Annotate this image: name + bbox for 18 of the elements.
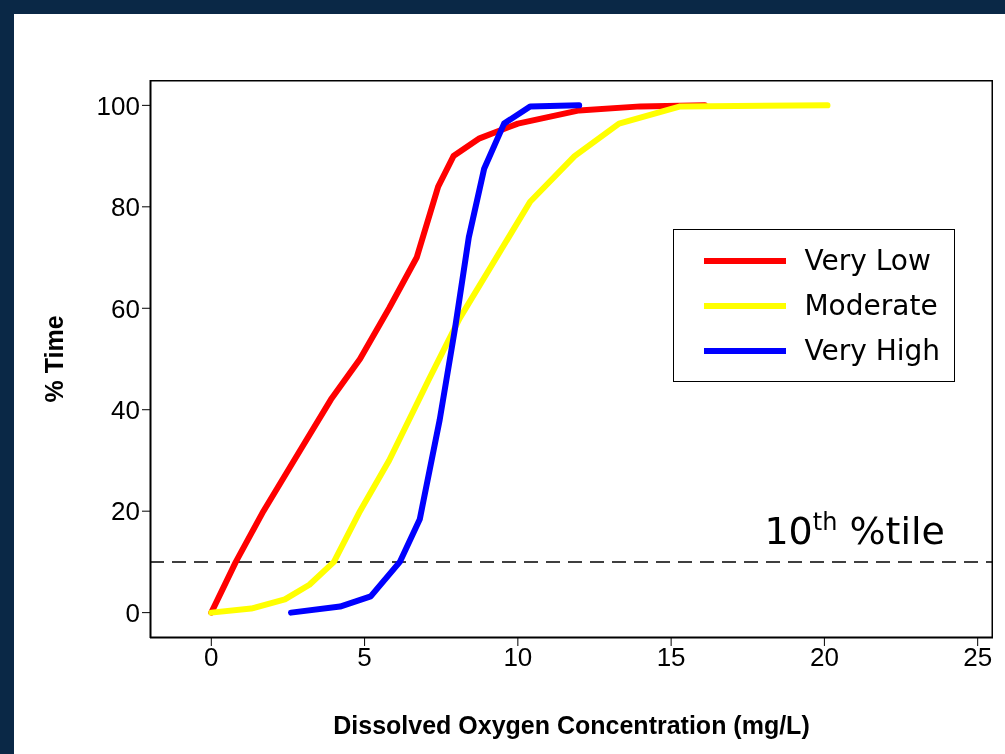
y-tick-label: 60 [111,293,140,324]
legend-label: Very High [804,334,940,367]
y-tick-label: 0 [125,597,140,628]
y-axis-title: % Time [39,315,68,403]
x-tick-label: 5 [357,642,372,673]
x-tick-label: 25 [963,642,993,673]
x-tick-label: 10 [503,642,533,673]
x-tick-label: 20 [809,642,839,673]
x-tick-label: 15 [656,642,686,673]
y-tick-label: 100 [96,90,140,121]
x-axis-title: Dissolved Oxygen Concentration (mg/L) [333,711,810,739]
y-tick-label: 40 [111,394,140,425]
y-tick-label: 80 [111,192,140,223]
legend-label: Moderate [804,289,938,322]
y-tick-label: 20 [111,496,140,527]
legend-label: Very Low [804,244,931,277]
x-tick-label: 0 [204,642,219,673]
ref-line-label: 10$^{th}$ %tile [764,507,945,553]
